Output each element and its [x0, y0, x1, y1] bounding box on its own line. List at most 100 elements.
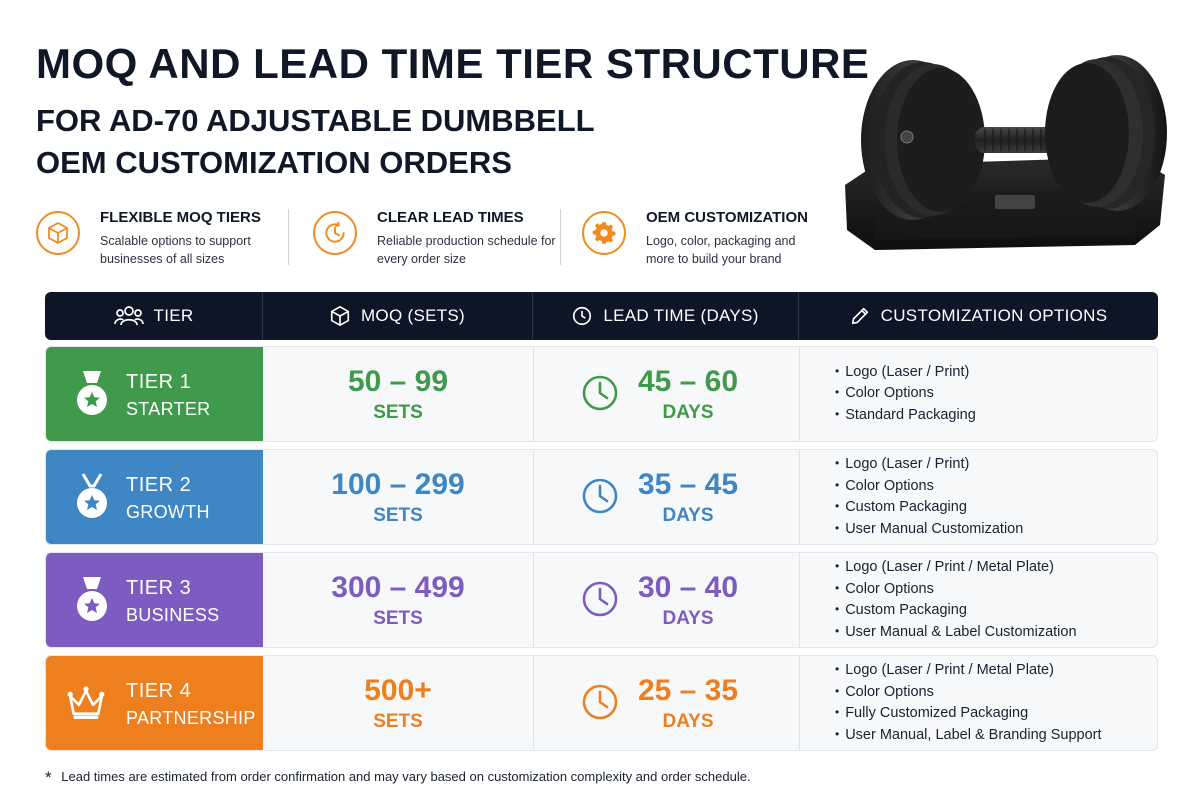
- tier-row-2: TIER 2 GROWTH 100 – 299 SETS 35 – 45 DAY…: [45, 449, 1158, 545]
- moq-unit: SETS: [373, 608, 423, 629]
- lead-time-value: 45 – 60: [637, 365, 739, 398]
- feature-title: FLEXIBLE MOQ TIERS: [100, 209, 261, 226]
- moq-value: 500+: [364, 674, 432, 707]
- tier-number: TIER 2: [126, 474, 192, 496]
- customization-list: Logo (Laser / Print / Metal Plate) Color…: [799, 557, 1077, 644]
- footnote: * Lead times are estimated from order co…: [45, 766, 751, 787]
- header-moq: MOQ (SETS): [262, 292, 532, 340]
- customization-cell: Logo (Laser / Print) Color Options Stand…: [799, 347, 1157, 441]
- header-customization: CUSTOMIZATION OPTIONS: [798, 292, 1158, 340]
- customization-cell: Logo (Laser / Print) Color Options Custo…: [799, 450, 1157, 544]
- list-item: Logo (Laser / Print): [835, 362, 976, 384]
- moq-unit: SETS: [373, 505, 423, 526]
- feature-title: CLEAR LEAD TIMES: [377, 209, 524, 226]
- header-lead-time-label: LEAD TIME (DAYS): [603, 306, 759, 325]
- list-item: Color Options: [835, 682, 1102, 704]
- moq-value: 50 – 99: [347, 365, 449, 398]
- cell-divider: [533, 656, 534, 750]
- list-item: User Manual Customization: [835, 519, 1023, 541]
- page-subtitle: FOR AD-70 ADJUSTABLE DUMBBELL OEM CUSTOM…: [36, 100, 595, 184]
- feature-highlights: FLEXIBLE MOQ TIERS Scalable options to s…: [36, 203, 826, 273]
- header-divider: [798, 292, 799, 340]
- tier-row-3: TIER 3 BUSINESS 300 – 499 SETS 30 – 40 D…: [45, 552, 1158, 648]
- lead-time-cell: 30 – 40 DAYS: [533, 553, 799, 647]
- list-item: Color Options: [835, 579, 1077, 601]
- moq-value: 100 – 299: [331, 468, 465, 501]
- clock-icon: [582, 684, 618, 720]
- moq-value: 300 – 499: [331, 571, 465, 604]
- header-divider: [262, 292, 263, 340]
- footnote-mark: *: [45, 768, 52, 787]
- tier-number: TIER 4: [126, 680, 192, 702]
- feature-title: OEM CUSTOMIZATION: [646, 209, 808, 226]
- lead-time-cell: 35 – 45 DAYS: [533, 450, 799, 544]
- header-lead-time: LEAD TIME (DAYS): [532, 292, 798, 340]
- lead-time-unit: DAYS: [662, 608, 714, 629]
- customization-list: Logo (Laser / Print) Color Options Custo…: [799, 454, 1023, 540]
- tier-name: BUSINESS: [126, 605, 220, 625]
- medal-icon: [77, 577, 107, 621]
- list-item: Fully Customized Packaging: [835, 703, 1102, 725]
- tier-cell: TIER 4 PARTNERSHIP: [46, 656, 263, 750]
- footnote-text: Lead times are estimated from order conf…: [61, 769, 751, 784]
- moq-cell: 500+ SETS: [263, 656, 533, 750]
- feature-description: Reliable production schedule for every o…: [377, 234, 556, 266]
- list-item: User Manual, Label & Branding Support: [835, 725, 1101, 747]
- tier-name: STARTER: [126, 399, 211, 419]
- lead-time-value: 35 – 45: [637, 468, 739, 501]
- list-item: User Manual & Label Customization: [835, 622, 1076, 644]
- tier-name: PARTNERSHIP: [126, 708, 256, 728]
- customization-cell: Logo (Laser / Print / Metal Plate) Color…: [799, 553, 1157, 647]
- list-item: Custom Packaging: [835, 600, 1077, 622]
- subtitle-line-1: FOR AD-70 ADJUSTABLE DUMBBELL: [36, 103, 595, 138]
- tier-number: TIER 3: [126, 577, 192, 599]
- header-divider: [532, 292, 533, 340]
- list-item: Custom Packaging: [835, 497, 1023, 519]
- medal-icon: [77, 371, 107, 415]
- header-moq-label: MOQ (SETS): [360, 306, 466, 325]
- moq-unit: SETS: [373, 402, 423, 423]
- cell-divider: [799, 656, 800, 750]
- clock-icon: [573, 306, 592, 326]
- pencil-icon: [851, 307, 868, 325]
- moq-unit: SETS: [373, 711, 423, 732]
- lead-time-unit: DAYS: [662, 402, 714, 423]
- cell-divider: [533, 347, 534, 441]
- box-icon: [36, 211, 80, 255]
- lead-time-cell: 25 – 35 DAYS: [533, 656, 799, 750]
- subtitle-line-2: OEM CUSTOMIZATION ORDERS: [36, 145, 512, 180]
- feature-divider: [288, 209, 289, 265]
- lead-time-cell: 45 – 60 DAYS: [533, 347, 799, 441]
- list-item: Logo (Laser / Print / Metal Plate): [835, 557, 1077, 579]
- lead-time-unit: DAYS: [662, 505, 714, 526]
- list-item: Standard Packaging: [835, 405, 976, 427]
- list-item: Color Options: [835, 476, 1023, 498]
- cell-divider: [799, 450, 800, 544]
- lead-time-unit: DAYS: [662, 711, 714, 732]
- tier-row-4: TIER 4 PARTNERSHIP 500+ SETS 25 – 35 DAY…: [45, 655, 1158, 751]
- tier-cell: TIER 1 STARTER: [46, 347, 263, 441]
- table-header: TIER MOQ (SETS) LEAD TIME (DAYS) CUSTOMI…: [45, 292, 1158, 340]
- moq-cell: 100 – 299 SETS: [263, 450, 533, 544]
- users-icon: [113, 306, 144, 326]
- medal-icon: [77, 473, 107, 518]
- list-item: Logo (Laser / Print / Metal Plate): [835, 660, 1102, 682]
- cell-divider: [533, 450, 534, 544]
- tier-name: GROWTH: [126, 502, 210, 522]
- box-icon: [330, 306, 350, 326]
- lead-time-value: 30 – 40: [637, 571, 739, 604]
- clock-icon: [313, 211, 357, 255]
- header-tier-label: TIER: [153, 306, 194, 325]
- cell-divider: [799, 347, 800, 441]
- header-tier: TIER: [45, 292, 262, 340]
- clock-icon: [582, 478, 618, 514]
- feature-divider: [560, 209, 561, 265]
- moq-cell: 50 – 99 SETS: [263, 347, 533, 441]
- list-item: Logo (Laser / Print): [835, 454, 1023, 476]
- clock-icon: [582, 375, 618, 411]
- moq-cell: 300 – 499 SETS: [263, 553, 533, 647]
- tier-number: TIER 1: [126, 371, 192, 393]
- customization-cell: Logo (Laser / Print / Metal Plate) Color…: [799, 656, 1157, 750]
- tier-row-1: TIER 1 STARTER 50 – 99 SETS 45 – 60 DAYS…: [45, 346, 1158, 442]
- cell-divider: [799, 553, 800, 647]
